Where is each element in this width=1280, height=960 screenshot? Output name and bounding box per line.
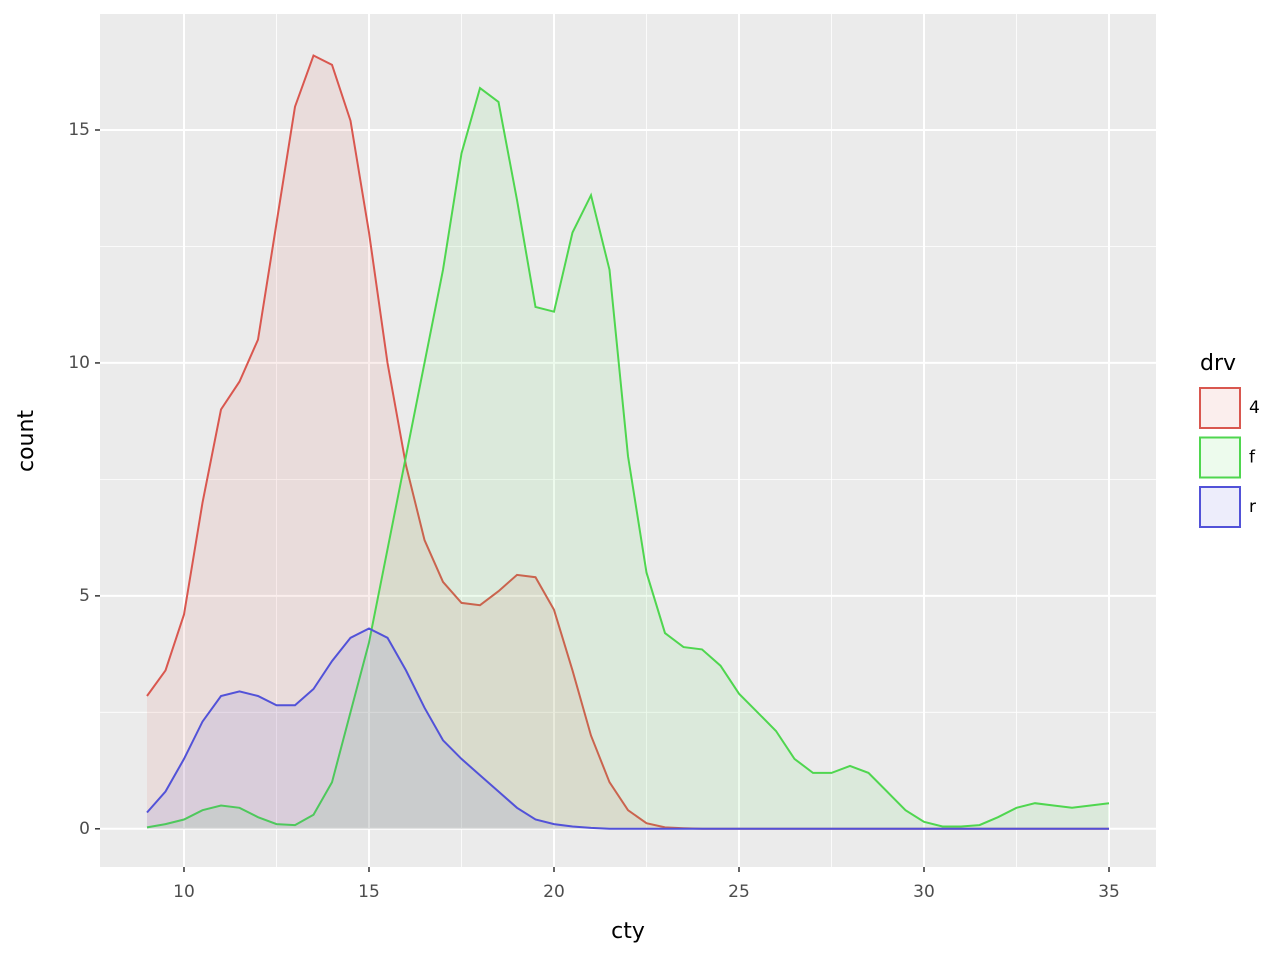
area-fill	[146, 628, 1110, 829]
y-tick-label: 5	[79, 586, 90, 606]
x-tick-label: 35	[1098, 882, 1120, 902]
legend-label: 4	[1249, 398, 1260, 418]
legend-label: f	[1249, 448, 1256, 468]
legend-key	[1199, 387, 1241, 429]
density-line	[146, 86, 1110, 829]
legend-label: r	[1249, 497, 1256, 517]
legend-key	[1199, 486, 1241, 528]
x-tick-label: 25	[728, 882, 750, 902]
y-tick-label: 0	[79, 819, 90, 839]
y-tick-label: 10	[68, 353, 90, 373]
panel	[100, 14, 1156, 867]
x-tick-label: 20	[543, 882, 565, 902]
density-line	[146, 627, 1109, 830]
x-tick-label: 30	[913, 882, 935, 902]
x-axis-title: cty	[611, 919, 645, 944]
x-tick-label: 15	[358, 882, 380, 902]
y-tick-label: 15	[68, 120, 90, 140]
x-tick-label: 10	[173, 882, 195, 902]
area-fill	[146, 55, 1110, 829]
legend-title: drv	[1200, 351, 1236, 376]
legend-key	[1199, 436, 1241, 479]
y-axis-title: count	[14, 410, 39, 472]
